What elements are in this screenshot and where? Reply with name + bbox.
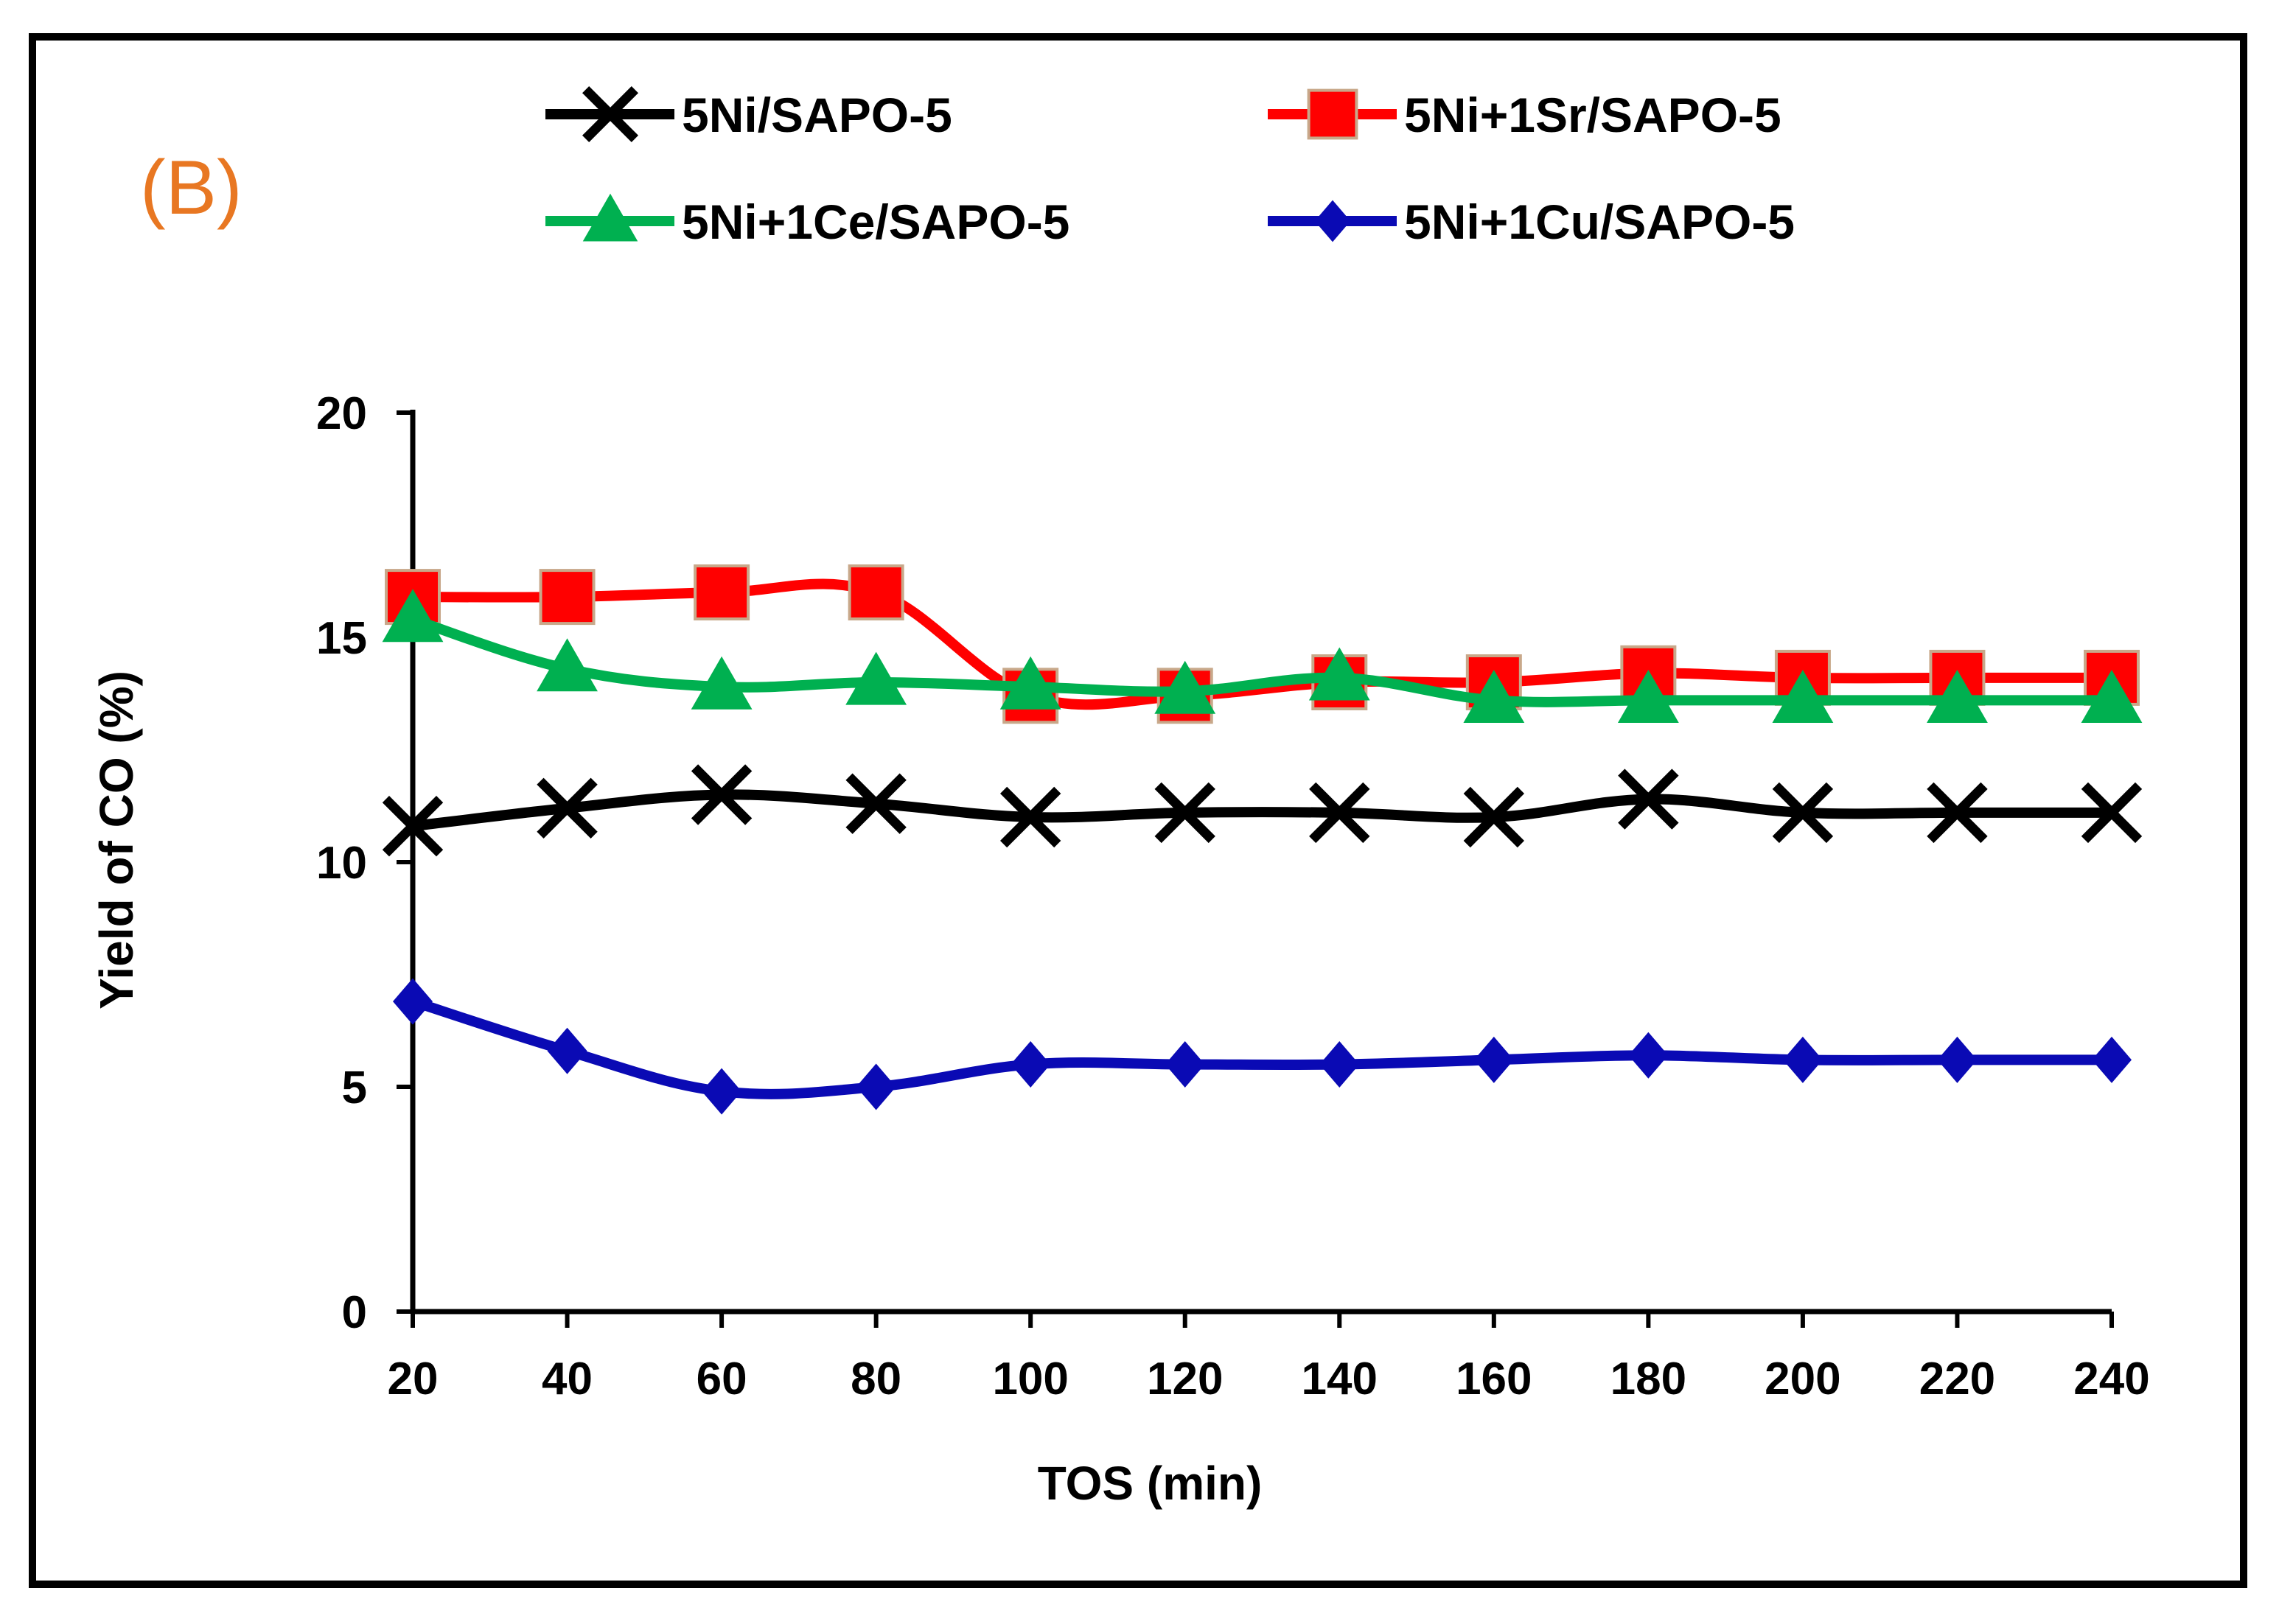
data-point-x-marker	[1618, 769, 1679, 830]
data-point-diamond-marker	[2092, 1036, 2132, 1083]
data-point-triangle-marker	[1772, 670, 1834, 723]
data-point-square-marker	[539, 569, 596, 626]
data-point-diamond-marker	[1314, 200, 1351, 242]
data-point-square-marker	[1307, 88, 1358, 140]
x-tick-label: 160	[1456, 1354, 1532, 1404]
data-point-x-marker	[1772, 782, 1834, 844]
x-tick-label: 40	[542, 1354, 593, 1404]
marker-stroke	[1618, 769, 1679, 830]
panel-label: (B)	[140, 145, 242, 231]
x-tick-label: 100	[992, 1354, 1068, 1404]
data-point-x-marker	[1309, 782, 1370, 844]
x-tick-label: 120	[1147, 1354, 1223, 1404]
data-point-triangle-marker	[691, 656, 753, 710]
axes: TOS (min) Yield of CO (%) 0 5 10 15 20 20 40 60…	[90, 388, 2150, 1510]
legend-item: 5Ni+1Cu/SAPO-5	[1268, 195, 1795, 249]
x-axis-label: TOS (min)	[1038, 1457, 1263, 1510]
data-point-triangle-marker	[1463, 670, 1525, 723]
data-point-diamond-marker	[1782, 1036, 1823, 1083]
figure-frame	[29, 33, 2247, 1588]
legend-item: 5Ni+1Ce/SAPO-5	[545, 193, 1069, 249]
data-point-diamond-marker	[1011, 1041, 1051, 1088]
marker-stroke	[1927, 782, 1988, 844]
data-point-diamond-marker	[1165, 1041, 1205, 1088]
series-5ni-1cu-sapo-5	[393, 978, 2132, 1115]
data-point-triangle-marker	[2081, 670, 2143, 723]
series-line	[408, 614, 2117, 707]
y-axis-label: Yield of CO (%)	[90, 671, 143, 1009]
y-tick-label: 0	[342, 1287, 367, 1338]
y-tick-label: 5	[342, 1063, 367, 1113]
data-point-triangle-marker	[537, 638, 598, 692]
data-point-triangle-marker	[1308, 647, 1370, 701]
data-point-x-marker	[537, 777, 598, 839]
marker-stroke	[1463, 786, 1525, 848]
marker-stroke	[537, 777, 598, 839]
data-point-x-marker	[1927, 782, 1988, 844]
data-point-triangle-marker	[1927, 670, 1988, 723]
x-tick-label: 20	[388, 1354, 439, 1404]
x-tick-label: 140	[1302, 1354, 1378, 1404]
series-5ni-sapo-5	[382, 764, 2143, 857]
marker-stroke	[691, 764, 753, 825]
plot-area	[382, 564, 2143, 1115]
marker-stroke	[999, 786, 1061, 848]
data-point-diamond-marker	[393, 978, 433, 1025]
y-tick-label: 10	[316, 838, 367, 889]
x-tick-label: 200	[1765, 1354, 1840, 1404]
data-point-square-marker	[694, 564, 750, 620]
legend-label: 5Ni+1Ce/SAPO-5	[682, 195, 1069, 249]
marker-stroke	[582, 86, 638, 142]
x-tick-label: 220	[1919, 1354, 1995, 1404]
data-point-diamond-marker	[1937, 1036, 1978, 1083]
data-point-diamond-marker	[702, 1068, 742, 1115]
legend-item: 5Ni+1Sr/SAPO-5	[1268, 88, 1781, 142]
data-point-diamond-marker	[1319, 1041, 1360, 1088]
data-point-triangle-marker	[582, 193, 638, 242]
x-tick-label: 240	[2073, 1354, 2149, 1404]
data-point-triangle-marker	[1154, 660, 1216, 714]
data-point-x-marker	[999, 786, 1061, 848]
legend: 5Ni/SAPO-5 5Ni+1Sr/SAPO-5 5Ni+1Ce/SAPO-5 5N…	[545, 86, 1795, 249]
marker-stroke	[1772, 782, 1834, 844]
data-point-square-marker	[848, 564, 904, 620]
data-point-x-marker	[582, 86, 638, 142]
data-point-triangle-marker	[382, 589, 444, 643]
marker-stroke	[1154, 782, 1215, 844]
data-point-diamond-marker	[856, 1063, 896, 1110]
data-point-triangle-marker	[999, 656, 1061, 710]
data-point-triangle-marker	[1617, 670, 1679, 723]
x-tick-label: 180	[1610, 1354, 1686, 1404]
data-point-triangle-marker	[845, 651, 907, 705]
data-point-diamond-marker	[1473, 1036, 1514, 1083]
data-point-x-marker	[845, 773, 907, 834]
data-point-x-marker	[382, 796, 444, 857]
marker-stroke	[845, 773, 907, 834]
marker-stroke	[2081, 782, 2143, 844]
y-tick-label: 15	[316, 613, 367, 664]
data-point-x-marker	[1463, 786, 1525, 848]
marker-stroke	[382, 796, 444, 857]
series-5ni-1ce-sapo-5	[382, 589, 2143, 723]
marker-stroke	[1309, 782, 1370, 844]
series-line	[408, 996, 2117, 1099]
legend-label: 5Ni+1Cu/SAPO-5	[1404, 195, 1795, 249]
data-point-x-marker	[691, 764, 753, 825]
data-point-diamond-marker	[547, 1027, 587, 1074]
legend-item: 5Ni/SAPO-5	[545, 86, 952, 142]
data-point-diamond-marker	[1628, 1032, 1669, 1079]
data-point-x-marker	[2081, 782, 2143, 844]
data-point-x-marker	[1154, 782, 1215, 844]
y-tick-label: 20	[316, 388, 367, 439]
series-line	[408, 789, 2117, 832]
x-tick-label: 60	[697, 1354, 747, 1404]
x-tick-label: 80	[851, 1354, 901, 1404]
legend-label: 5Ni+1Sr/SAPO-5	[1404, 88, 1781, 142]
legend-label: 5Ni/SAPO-5	[682, 88, 952, 142]
